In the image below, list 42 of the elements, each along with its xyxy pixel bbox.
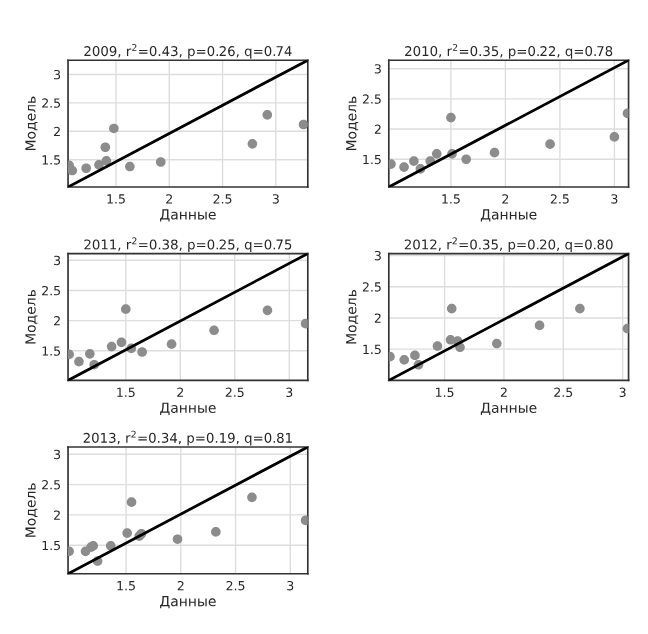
- point: [534, 320, 545, 331]
- point: [300, 515, 308, 526]
- point: [300, 318, 308, 329]
- point: [172, 534, 183, 544]
- point: [81, 163, 91, 174]
- point: [209, 325, 219, 336]
- point: [492, 338, 502, 349]
- point: [431, 149, 442, 159]
- point: [122, 528, 132, 538]
- point: [126, 497, 137, 507]
- point: [85, 349, 95, 359]
- point: [109, 123, 119, 134]
- point: [298, 119, 308, 130]
- point: [545, 139, 555, 149]
- point: [489, 147, 500, 158]
- point: [106, 341, 117, 352]
- point: [125, 161, 135, 172]
- point: [211, 527, 221, 537]
- point: [262, 305, 273, 316]
- point: [446, 303, 457, 314]
- point: [120, 304, 131, 314]
- point: [137, 347, 147, 357]
- point: [609, 132, 620, 142]
- point: [166, 339, 177, 349]
- point: [461, 154, 471, 165]
- point: [399, 354, 410, 365]
- point: [155, 157, 166, 167]
- point: [432, 341, 443, 351]
- point: [388, 159, 396, 169]
- point: [247, 492, 257, 503]
- point: [399, 162, 409, 172]
- point: [74, 356, 84, 367]
- point: [575, 303, 585, 314]
- point: [410, 350, 420, 361]
- point: [262, 110, 273, 120]
- point: [247, 139, 258, 149]
- point: [68, 165, 78, 176]
- point: [409, 156, 419, 166]
- point: [101, 156, 112, 166]
- point: [446, 112, 456, 123]
- point: [116, 337, 127, 348]
- point: [100, 142, 111, 153]
